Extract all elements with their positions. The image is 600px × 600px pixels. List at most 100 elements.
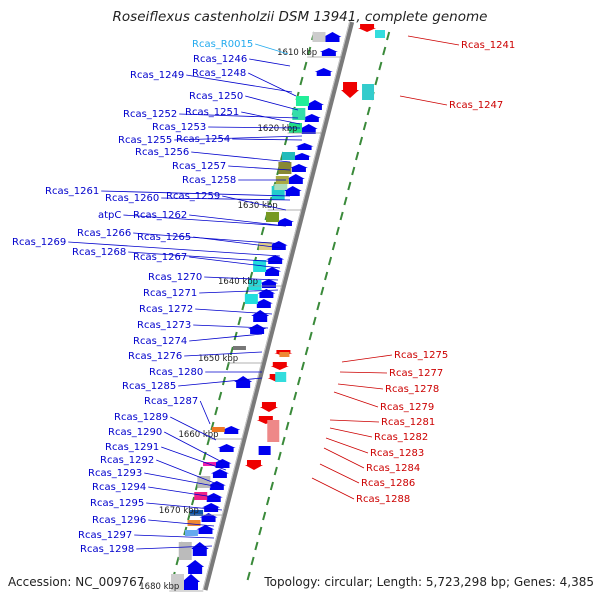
- left-label-connector: [204, 276, 279, 281]
- forward-gene-arrow: [305, 100, 324, 110]
- cog-block: [375, 30, 385, 38]
- left-label-connector: [241, 111, 301, 125]
- right-gene-label: Rcas_1241: [461, 40, 515, 51]
- right-label-connector: [407, 35, 460, 46]
- forward-gene-arrow: [182, 574, 200, 590]
- left-gene-label: Rcas_1256: [135, 147, 189, 158]
- left-gene-label: Rcas_1268: [72, 247, 126, 258]
- left-gene-label: Rcas_1287: [144, 396, 198, 407]
- left-label-connector: [232, 138, 303, 141]
- right-label-connector: [337, 383, 384, 390]
- left-label-connector: [193, 236, 283, 249]
- left-label-connector: [68, 241, 281, 257]
- left-label-connector: [189, 214, 287, 227]
- left-gene-label: Rcas_1293: [88, 468, 142, 479]
- left-label-connector: [161, 197, 291, 201]
- gc-skew-dot: [355, 151, 360, 161]
- cog-block: [267, 420, 280, 442]
- left-label-connector: [146, 502, 223, 511]
- gc-skew-dot: [386, 31, 391, 41]
- left-gene-label: Rcas_1266: [77, 228, 131, 239]
- gc-skew-dot: [293, 391, 298, 401]
- left-gene-label: Rcas_1260: [105, 193, 159, 204]
- gc-skew-dot: [374, 76, 379, 86]
- left-gene-label: Rcas_1297: [78, 530, 132, 541]
- left-label-connector: [189, 333, 263, 342]
- gc-skew-dot: [327, 256, 333, 266]
- gc-track-dot: [307, 46, 312, 56]
- forward-gene-arrow: [213, 459, 232, 468]
- gc-skew-dot: [343, 196, 348, 206]
- left-label-connector: [186, 74, 293, 93]
- kbp-tick-label: 1610 kbp: [277, 48, 317, 58]
- left-label-connector: [164, 431, 223, 463]
- gc-track-dot: [299, 76, 304, 86]
- right-label-connector: [339, 371, 388, 374]
- gc-skew-dot: [339, 211, 344, 221]
- gc-skew-dot: [285, 421, 290, 431]
- left-label-connector: [195, 308, 273, 315]
- gc-skew-dot: [316, 301, 321, 311]
- cog-block: [266, 212, 280, 222]
- gc-track-dot: [241, 301, 246, 311]
- left-gene-label: Rcas_1258: [182, 175, 236, 186]
- reverse-gene-arrow: [341, 82, 360, 98]
- gc-skew-dot: [300, 361, 305, 371]
- cog-block: [232, 346, 246, 350]
- right-gene-label: Rcas_1283: [370, 448, 424, 459]
- forward-gene-arrow: [234, 376, 253, 388]
- gc-skew-dot: [347, 181, 352, 191]
- gc-skew-dot: [273, 466, 278, 476]
- forward-gene-arrow: [289, 164, 308, 172]
- gc-skew-dot: [262, 511, 267, 521]
- gc-track-dot: [221, 376, 227, 386]
- left-label-connector: [249, 58, 291, 67]
- right-label-connector: [399, 95, 448, 106]
- left-gene-label: Rcas_1248: [192, 68, 246, 79]
- left-label-connector: [134, 534, 215, 539]
- left-label-connector: [133, 232, 285, 245]
- left-label-connector: [228, 165, 291, 171]
- forward-gene-arrow: [196, 525, 215, 534]
- gc-skew-dot: [258, 526, 263, 536]
- left-gene-label: Rcas_1257: [172, 161, 226, 172]
- cog-block: [295, 96, 309, 106]
- forward-gene-arrow: [251, 310, 270, 322]
- right-label-connector: [325, 437, 369, 454]
- left-label-connector: [179, 113, 299, 119]
- left-label-connector: [148, 486, 221, 499]
- forward-gene-arrow: [210, 469, 229, 478]
- topology-text: Topology: circular; Length: 5,723,298 bp…: [264, 575, 594, 589]
- gc-track-dot: [190, 496, 196, 506]
- reverse-gene-arrow: [358, 24, 377, 32]
- gc-track-dot: [237, 316, 242, 326]
- right-gene-label: Rcas_1288: [356, 494, 410, 505]
- cog-block: [312, 32, 326, 42]
- cog-block: [194, 492, 208, 500]
- forward-gene-arrow: [204, 493, 223, 502]
- cog-block: [187, 520, 201, 526]
- left-label-connector: [161, 446, 227, 471]
- left-gene-label: Rcas_1291: [105, 442, 159, 453]
- left-gene-label: Rcas_1270: [148, 272, 202, 283]
- gc-track-dot: [260, 226, 265, 236]
- left-gene-label: Rcas_1262: [133, 210, 187, 221]
- kbp-tick-label: 1660 kbp: [179, 430, 219, 440]
- gc-skew-dot: [289, 406, 294, 416]
- left-label-connector: [255, 43, 289, 55]
- forward-gene-arrow: [266, 255, 285, 264]
- left-label-connector: [170, 416, 217, 441]
- forward-gene-arrow: [263, 267, 282, 276]
- forward-gene-arrow: [286, 174, 305, 184]
- forward-gene-arrow: [293, 153, 312, 160]
- forward-gene-arrow: [217, 444, 236, 452]
- left-gene-label: Rcas_1296: [92, 515, 146, 526]
- left-gene-label: Rcas_1269: [12, 237, 66, 248]
- left-gene-label: Rcas_1254: [176, 134, 230, 145]
- kbp-tick-label: 1670 kbp: [159, 506, 199, 516]
- left-gene-label: Rcas_1294: [92, 482, 146, 493]
- forward-gene-arrow: [314, 68, 333, 76]
- cog-block: [292, 108, 306, 120]
- left-gene-label: Rcas_1253: [152, 122, 206, 133]
